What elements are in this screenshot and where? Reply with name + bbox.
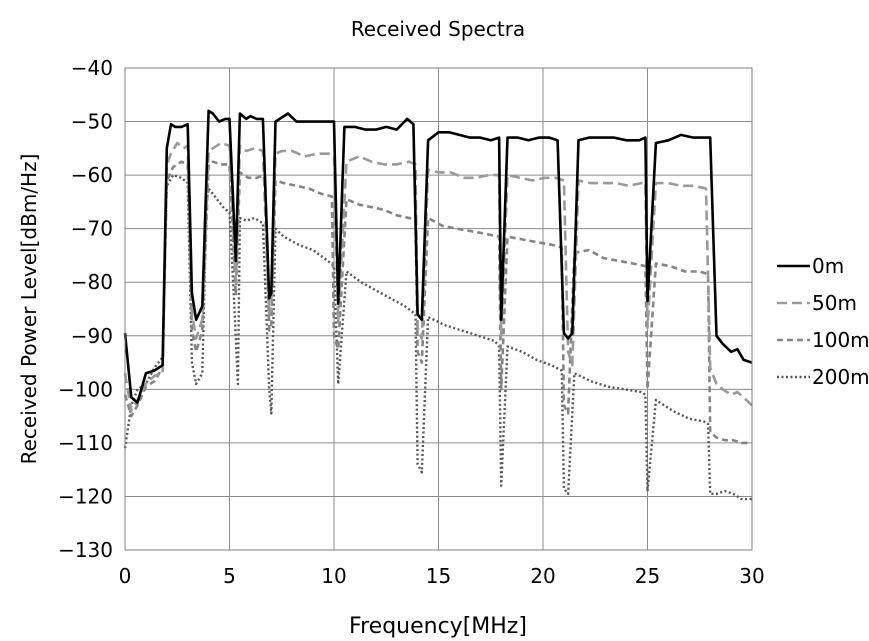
legend-label-50m: 50m xyxy=(812,291,857,315)
y-tick-label-6: −100 xyxy=(58,377,113,401)
y-tick-label-3: −70 xyxy=(71,217,113,241)
series-layer xyxy=(123,109,753,501)
legend-label-100m: 100m xyxy=(812,328,869,352)
x-tick-label-0: 0 xyxy=(119,564,132,588)
series-line-0m xyxy=(123,109,753,405)
y-tick-label-8: −120 xyxy=(58,484,113,508)
x-tick-label-1: 5 xyxy=(223,564,236,588)
y-tick-label-5: −90 xyxy=(71,324,113,348)
chart-title: Received Spectra xyxy=(351,17,525,41)
y-tick-label-1: −50 xyxy=(71,110,113,134)
x-axis-ticks: 0 5 10 15 20 25 30 xyxy=(119,564,765,588)
x-tick-label-5: 25 xyxy=(635,564,660,588)
x-tick-label-3: 15 xyxy=(426,564,451,588)
x-tick-label-4: 20 xyxy=(530,564,555,588)
legend-label-200m: 200m xyxy=(812,365,869,389)
plot-area-frame xyxy=(124,67,753,551)
y-tick-label-9: −130 xyxy=(58,538,113,562)
y-tick-label-7: −110 xyxy=(58,431,113,455)
series-line-200m xyxy=(123,173,752,501)
y-tick-label-2: −60 xyxy=(71,163,113,187)
y-axis-label: Received Power Level[dBm/Hz] xyxy=(17,154,41,465)
legend: 0m 50m 100m 200m xyxy=(777,254,869,389)
y-tick-label-4: −80 xyxy=(71,270,113,294)
legend-label-0m: 0m xyxy=(812,254,844,278)
y-tick-label-0: −40 xyxy=(71,56,113,80)
y-axis-ticks: −40 −50 −60 −70 −80 −90 −100 −110 −120 −130 xyxy=(58,56,113,562)
x-tick-label-6: 30 xyxy=(739,564,764,588)
grid-lines xyxy=(124,67,753,551)
x-axis-label: Frequency[MHz] xyxy=(349,614,527,639)
x-tick-label-2: 10 xyxy=(321,564,346,588)
